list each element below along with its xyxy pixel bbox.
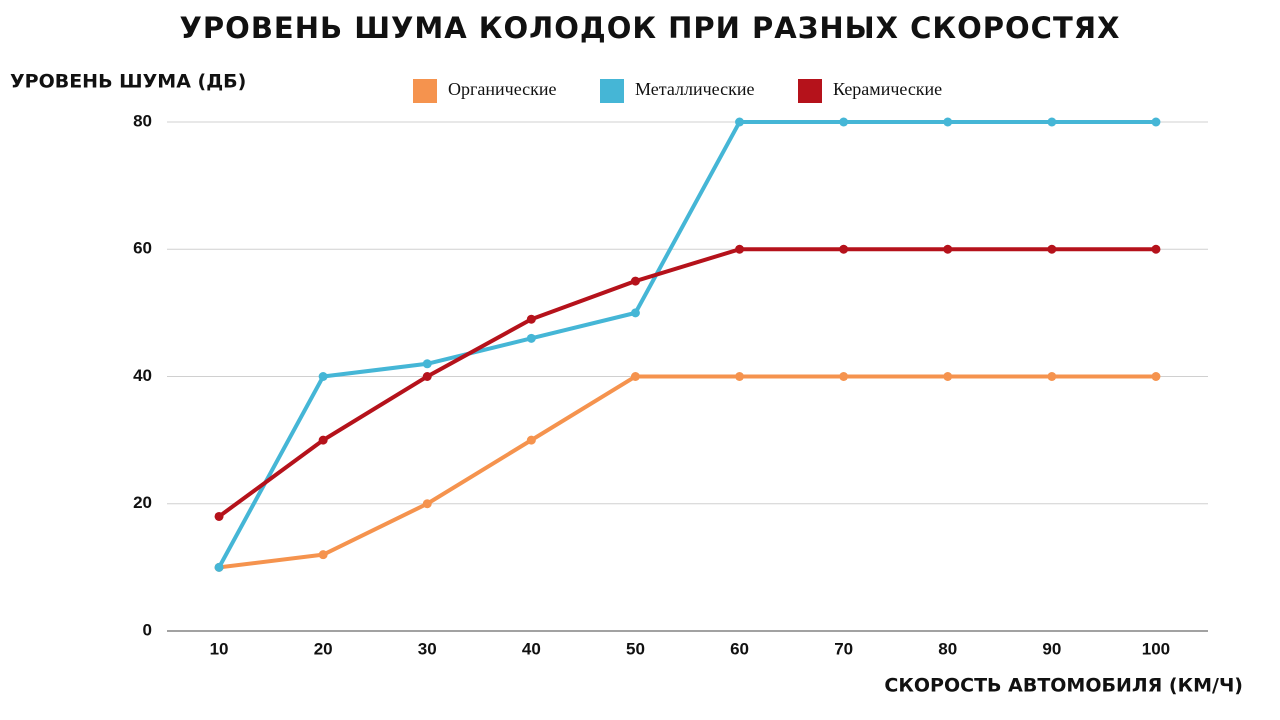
x-tick-label: 50 xyxy=(626,639,645,658)
y-tick-label: 0 xyxy=(143,620,152,639)
data-point xyxy=(526,333,536,343)
data-point xyxy=(422,499,432,509)
series-line xyxy=(217,120,1156,569)
series-line xyxy=(217,247,1156,519)
data-point xyxy=(1151,372,1161,381)
x-tick-label: 20 xyxy=(314,639,333,658)
legend-label: Металлические xyxy=(635,79,754,99)
data-point xyxy=(839,117,849,127)
x-tick-label: 30 xyxy=(418,639,437,658)
x-tick-label: 90 xyxy=(1042,639,1061,658)
data-point xyxy=(422,359,432,369)
data-point xyxy=(1151,117,1161,127)
data-point xyxy=(839,244,849,254)
y-tick-label: 60 xyxy=(133,239,152,258)
data-point xyxy=(943,244,953,254)
data-point xyxy=(630,308,640,318)
legend-swatch xyxy=(600,79,624,103)
data-point xyxy=(1047,372,1057,381)
data-point xyxy=(526,314,536,324)
data-point xyxy=(318,550,328,560)
data-point xyxy=(318,435,328,445)
legend-label: Керамические xyxy=(833,79,942,99)
legend-swatch xyxy=(413,79,437,103)
data-point xyxy=(735,372,745,381)
x-tick-label: 80 xyxy=(938,639,957,658)
data-point xyxy=(735,117,745,127)
y-tick-label: 80 xyxy=(133,111,152,130)
data-point xyxy=(1151,244,1161,254)
data-point xyxy=(214,511,224,521)
data-point xyxy=(839,372,849,381)
x-tick-label: 10 xyxy=(210,639,229,658)
data-point xyxy=(735,244,745,254)
data-point xyxy=(1047,117,1057,127)
data-point xyxy=(526,435,536,445)
y-tick-label: 20 xyxy=(133,493,152,512)
legend-swatch xyxy=(798,79,822,103)
legend-label: Органические xyxy=(448,79,556,99)
x-tick-label: 70 xyxy=(834,639,853,658)
data-point xyxy=(943,372,953,381)
y-axis-label: УРОВЕНЬ ШУМА (ДБ) xyxy=(10,71,246,93)
data-point xyxy=(422,372,432,381)
series-line xyxy=(218,374,1156,570)
data-point xyxy=(630,276,640,286)
data-point xyxy=(318,372,328,381)
chart-title: УРОВЕНЬ ШУМА КОЛОДОК ПРИ РАЗНЫХ СКОРОСТЯ… xyxy=(180,11,1121,45)
x-tick-label: 40 xyxy=(522,639,541,658)
data-point xyxy=(214,562,224,572)
x-axis-label: СКОРОСТЬ АВТОМОБИЛЯ (КМ/Ч) xyxy=(884,675,1243,697)
data-point xyxy=(1047,244,1057,254)
y-tick-label: 40 xyxy=(133,366,152,385)
x-tick-label: 100 xyxy=(1142,639,1170,658)
data-point xyxy=(943,117,953,127)
x-tick-label: 60 xyxy=(730,639,749,658)
data-point xyxy=(630,372,640,381)
